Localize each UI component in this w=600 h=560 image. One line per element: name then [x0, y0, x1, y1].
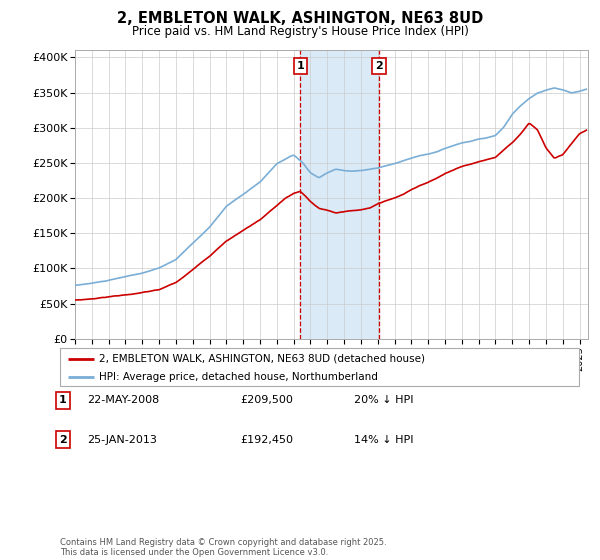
Text: Price paid vs. HM Land Registry's House Price Index (HPI): Price paid vs. HM Land Registry's House … [131, 25, 469, 38]
Text: 2, EMBLETON WALK, ASHINGTON, NE63 8UD: 2, EMBLETON WALK, ASHINGTON, NE63 8UD [117, 11, 483, 26]
Text: 22-MAY-2008: 22-MAY-2008 [87, 395, 159, 405]
Text: 2, EMBLETON WALK, ASHINGTON, NE63 8UD (detached house): 2, EMBLETON WALK, ASHINGTON, NE63 8UD (d… [99, 353, 425, 363]
Bar [300, 50, 379, 339]
FancyBboxPatch shape [60, 348, 579, 386]
Text: HPI: Average price, detached house, Northumberland: HPI: Average price, detached house, Nort… [99, 372, 378, 382]
Text: 14% ↓ HPI: 14% ↓ HPI [354, 435, 413, 445]
Text: 2: 2 [59, 435, 67, 445]
Text: £192,450: £192,450 [240, 435, 293, 445]
Text: 1: 1 [296, 61, 304, 71]
Text: 1: 1 [59, 395, 67, 405]
Text: 25-JAN-2013: 25-JAN-2013 [87, 435, 157, 445]
Text: Contains HM Land Registry data © Crown copyright and database right 2025.
This d: Contains HM Land Registry data © Crown c… [60, 538, 386, 557]
Text: 2: 2 [375, 61, 383, 71]
Text: 20% ↓ HPI: 20% ↓ HPI [354, 395, 413, 405]
Text: £209,500: £209,500 [240, 395, 293, 405]
